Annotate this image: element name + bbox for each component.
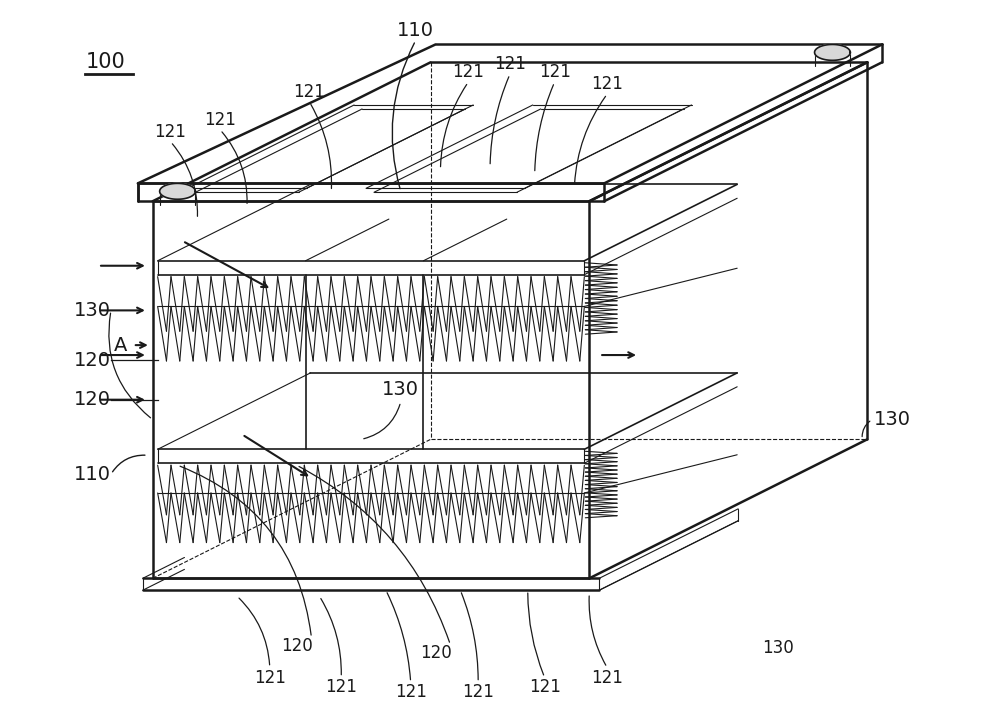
Text: 120: 120 [74,390,111,409]
Text: 121: 121 [591,75,623,93]
Text: 121: 121 [254,669,286,687]
Text: 130: 130 [873,410,910,429]
Text: 121: 121 [452,64,484,82]
Text: 110: 110 [74,465,111,484]
Text: 130: 130 [74,301,111,320]
Text: 121: 121 [591,669,623,687]
Text: 121: 121 [204,111,236,129]
Text: 121: 121 [294,83,325,101]
Text: 120: 120 [74,350,111,370]
Text: 110: 110 [397,21,434,40]
Polygon shape [160,183,195,199]
Text: 121: 121 [529,679,561,697]
Text: 100: 100 [85,52,125,72]
Text: 121: 121 [325,679,357,697]
Text: A: A [114,336,128,355]
Polygon shape [815,45,850,61]
Text: 121: 121 [539,64,571,82]
Text: 130: 130 [382,380,419,399]
Text: 121: 121 [395,684,427,702]
Text: 121: 121 [462,684,494,702]
Text: 121: 121 [155,123,186,141]
Text: 120: 120 [281,637,312,655]
Text: 130: 130 [762,639,794,657]
Text: 121: 121 [494,56,526,74]
Text: 120: 120 [420,644,451,662]
